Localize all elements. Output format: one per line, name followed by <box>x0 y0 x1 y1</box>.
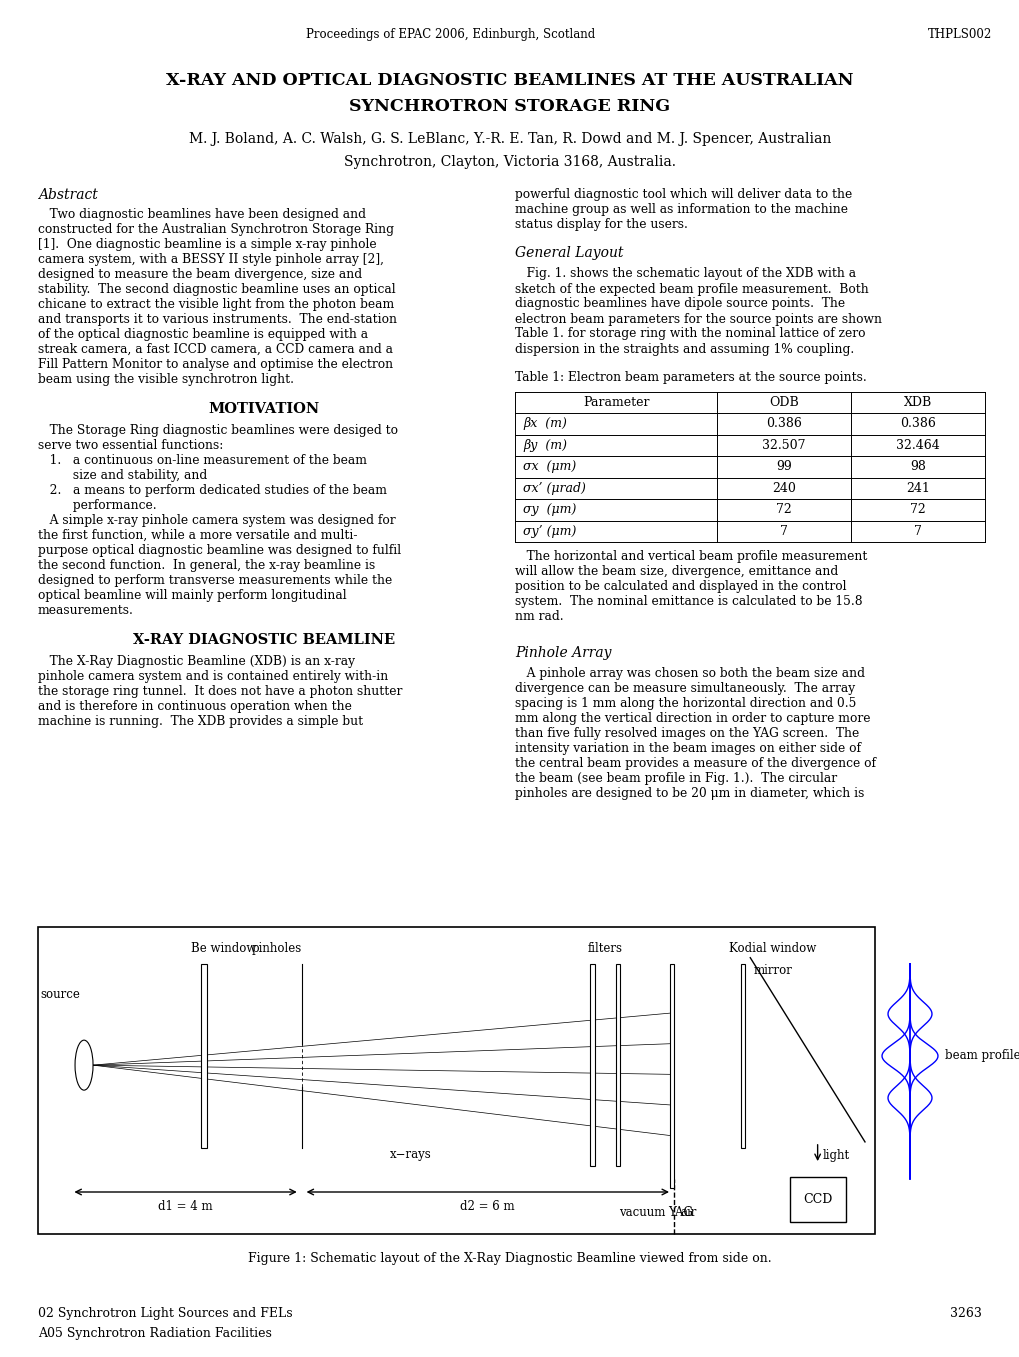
Text: light: light <box>822 1149 849 1162</box>
Text: The horizontal and vertical beam profile measurement
will allow the beam size, d: The horizontal and vertical beam profile… <box>515 550 866 623</box>
Text: General Layout: General Layout <box>515 247 623 261</box>
Text: CCD: CCD <box>802 1193 832 1206</box>
Bar <box>789 1177 845 1223</box>
Text: THPLS002: THPLS002 <box>927 28 991 41</box>
Text: 240: 240 <box>771 482 795 495</box>
Text: source: source <box>40 988 79 1001</box>
Text: 72: 72 <box>909 503 925 516</box>
Text: XDB: XDB <box>903 396 931 408</box>
Text: βx  (m): βx (m) <box>523 417 567 430</box>
Text: Two diagnostic beamlines have been designed and
constructed for the Australian S: Two diagnostic beamlines have been desig… <box>38 208 396 385</box>
Text: Abstract: Abstract <box>38 189 98 202</box>
Text: pinholes: pinholes <box>252 942 302 955</box>
Text: d2 = 6 m: d2 = 6 m <box>460 1200 515 1213</box>
Bar <box>614 963 620 1167</box>
Text: SYNCHROTRON STORAGE RING: SYNCHROTRON STORAGE RING <box>350 98 669 115</box>
Text: beam profile: beam profile <box>944 1049 1019 1063</box>
Text: σx’ (μrad): σx’ (μrad) <box>523 482 585 495</box>
Text: Be window: Be window <box>191 942 257 955</box>
Text: 98: 98 <box>909 460 925 474</box>
Text: X-RAY AND OPTICAL DIAGNOSTIC BEAMLINES AT THE AUSTRALIAN: X-RAY AND OPTICAL DIAGNOSTIC BEAMLINES A… <box>166 72 853 90</box>
Text: 0.386: 0.386 <box>765 417 801 430</box>
Text: Proceedings of EPAC 2006, Edinburgh, Scotland: Proceedings of EPAC 2006, Edinburgh, Sco… <box>306 28 595 41</box>
Text: Parameter: Parameter <box>582 396 649 408</box>
Text: mirror: mirror <box>753 963 792 977</box>
Text: 72: 72 <box>775 503 791 516</box>
Text: 3263: 3263 <box>949 1307 981 1320</box>
Text: 32.464: 32.464 <box>896 438 938 452</box>
Text: x−rays: x−rays <box>389 1148 431 1162</box>
Text: Synchrotron, Clayton, Victoria 3168, Australia.: Synchrotron, Clayton, Victoria 3168, Aus… <box>343 155 676 170</box>
Text: σy  (μm): σy (μm) <box>523 503 576 516</box>
Text: YAG: YAG <box>667 1206 692 1219</box>
Text: 7: 7 <box>780 525 788 537</box>
Bar <box>201 963 207 1148</box>
Text: Fig. 1. shows the schematic layout of the XDB with a
sketch of the expected beam: Fig. 1. shows the schematic layout of th… <box>515 267 881 356</box>
Bar <box>38 927 874 1234</box>
Text: powerful diagnostic tool which will deliver data to the
machine group as well as: powerful diagnostic tool which will deli… <box>515 189 852 231</box>
Text: 32.507: 32.507 <box>761 438 805 452</box>
Text: X-RAY DIAGNOSTIC BEAMLINE: X-RAY DIAGNOSTIC BEAMLINE <box>132 634 394 647</box>
Text: σx  (μm): σx (μm) <box>523 460 576 474</box>
Text: 02 Synchrotron Light Sources and FELs: 02 Synchrotron Light Sources and FELs <box>38 1307 292 1320</box>
Text: 7: 7 <box>913 525 921 537</box>
Text: Figure 1: Schematic layout of the X-Ray Diagnostic Beamline viewed from side on.: Figure 1: Schematic layout of the X-Ray … <box>248 1253 771 1265</box>
Text: 0.386: 0.386 <box>899 417 935 430</box>
Text: βy  (m): βy (m) <box>523 438 567 452</box>
Bar <box>669 963 674 1187</box>
Text: air: air <box>680 1205 696 1219</box>
Text: The X-Ray Diagnostic Beamline (XDB) is an x-ray
pinhole camera system and is con: The X-Ray Diagnostic Beamline (XDB) is a… <box>38 655 401 729</box>
Text: Table 1: Electron beam parameters at the source points.: Table 1: Electron beam parameters at the… <box>515 370 866 384</box>
Text: vacuum: vacuum <box>619 1205 664 1219</box>
Text: 241: 241 <box>905 482 929 495</box>
Text: Pinhole Array: Pinhole Array <box>515 646 611 660</box>
Text: MOTIVATION: MOTIVATION <box>208 402 319 417</box>
Text: σy’ (μm): σy’ (μm) <box>523 525 576 537</box>
Text: d1 = 4 m: d1 = 4 m <box>158 1200 213 1213</box>
Text: filters: filters <box>587 942 622 955</box>
Text: Kodial window: Kodial window <box>729 942 815 955</box>
Text: ODB: ODB <box>768 396 798 408</box>
Text: M. J. Boland, A. C. Walsh, G. S. LeBlanc, Y.-R. E. Tan, R. Dowd and M. J. Spence: M. J. Boland, A. C. Walsh, G. S. LeBlanc… <box>189 132 830 147</box>
Text: A pinhole array was chosen so both the beam size and
divergence can be measure s: A pinhole array was chosen so both the b… <box>515 666 875 799</box>
Text: 99: 99 <box>775 460 791 474</box>
Text: A05 Synchrotron Radiation Facilities: A05 Synchrotron Radiation Facilities <box>38 1327 272 1339</box>
Bar <box>590 963 594 1167</box>
Bar <box>741 963 745 1148</box>
Ellipse shape <box>75 1041 93 1090</box>
Text: The Storage Ring diagnostic beamlines were desiged to
serve two essential functi: The Storage Ring diagnostic beamlines we… <box>38 423 400 617</box>
